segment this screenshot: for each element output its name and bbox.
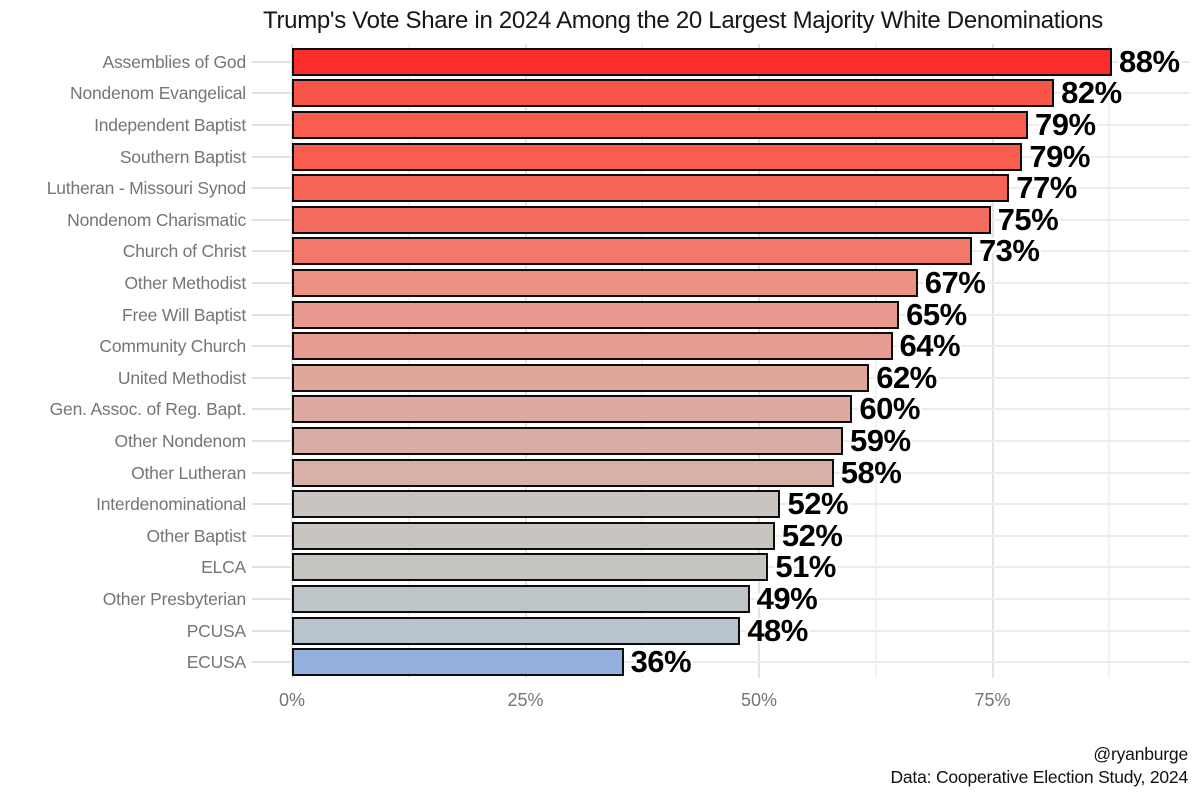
y-axis-tick bbox=[252, 282, 291, 284]
bar-value-label: 49% bbox=[756, 581, 818, 616]
bar bbox=[292, 111, 1028, 139]
bar bbox=[292, 205, 991, 234]
y-axis-tick bbox=[252, 218, 291, 221]
gridline-x-minor bbox=[407, 44, 410, 678]
bar-value-label: 36% bbox=[630, 644, 692, 680]
gridline-x-minor bbox=[1108, 44, 1111, 678]
y-axis-tick bbox=[252, 598, 291, 600]
bar-value-label: 59% bbox=[850, 423, 911, 458]
gridline-row bbox=[292, 629, 1190, 632]
bar bbox=[292, 47, 1113, 76]
category-label: Other Methodist bbox=[124, 273, 247, 293]
y-axis-tick bbox=[252, 661, 291, 664]
bar-value-label: 75% bbox=[997, 201, 1059, 237]
category-label: Other Baptist bbox=[146, 525, 246, 546]
bar bbox=[292, 300, 900, 329]
bar-value-label: 58% bbox=[840, 454, 902, 490]
y-axis-tick bbox=[252, 629, 291, 632]
y-axis-tick bbox=[252, 92, 291, 95]
y-axis-tick bbox=[252, 376, 291, 379]
bar bbox=[292, 237, 972, 266]
bar-value-label: 65% bbox=[906, 296, 967, 332]
category-label: ELCA bbox=[201, 557, 246, 578]
chart-title: Trump's Vote Share in 2024 Among the 20 … bbox=[262, 7, 1104, 34]
bar bbox=[292, 553, 769, 582]
y-axis-tick bbox=[252, 313, 291, 316]
bar bbox=[292, 269, 918, 297]
category-label: PCUSA bbox=[186, 620, 246, 641]
category-label: Other Presbyterian bbox=[102, 589, 246, 609]
y-axis-tick bbox=[252, 566, 291, 569]
bar-value-label: 88% bbox=[1119, 43, 1180, 79]
category-label: Interdenominational bbox=[96, 494, 246, 515]
footer-author-handle: @ryanburge bbox=[1093, 744, 1188, 764]
gridline-x-major bbox=[991, 44, 994, 678]
gridline-x-minor bbox=[641, 44, 644, 678]
bar-value-label: 64% bbox=[899, 328, 961, 364]
bar-value-label: 52% bbox=[787, 486, 849, 522]
category-label: Southern Baptist bbox=[119, 146, 246, 167]
y-axis-tick bbox=[252, 440, 291, 442]
bar-value-label: 48% bbox=[747, 612, 808, 648]
y-axis-tick bbox=[252, 503, 291, 506]
bar-value-label: 60% bbox=[859, 391, 920, 427]
bar-value-label: 73% bbox=[978, 233, 1040, 269]
category-label: Community Church bbox=[99, 336, 246, 357]
y-axis-tick bbox=[252, 408, 291, 411]
footer-data-source: Data: Cooperative Election Study, 2024 bbox=[890, 767, 1188, 787]
bar-value-label: 79% bbox=[1034, 107, 1096, 142]
category-label: ECUSA bbox=[186, 652, 246, 673]
y-axis-tick bbox=[252, 471, 291, 474]
bar bbox=[292, 616, 741, 645]
bar bbox=[292, 585, 750, 613]
y-axis-tick bbox=[252, 187, 291, 190]
bar bbox=[292, 174, 1010, 203]
y-axis-tick bbox=[252, 534, 291, 537]
category-label: Other Nondenom bbox=[114, 431, 247, 451]
bar-value-label: 82% bbox=[1061, 75, 1122, 111]
bar bbox=[292, 79, 1055, 108]
y-axis-tick bbox=[252, 124, 291, 126]
x-axis-tick-label: 75% bbox=[974, 690, 1011, 710]
gridline-row bbox=[292, 661, 1190, 664]
y-axis-tick bbox=[252, 250, 291, 253]
gridline-x-minor bbox=[874, 44, 877, 678]
bar bbox=[292, 521, 775, 550]
x-axis-tick-label: 25% bbox=[507, 690, 544, 710]
bar-value-label: 77% bbox=[1016, 170, 1077, 206]
category-label: Independent Baptist bbox=[94, 115, 246, 135]
gridline-x-major bbox=[758, 44, 760, 678]
bar bbox=[292, 490, 781, 519]
bar bbox=[292, 142, 1023, 171]
y-axis-tick bbox=[252, 60, 291, 63]
bar bbox=[292, 395, 853, 424]
bar-value-label: 67% bbox=[924, 265, 986, 300]
x-axis-tick-label: 50% bbox=[740, 690, 778, 710]
x-axis-tick-label: 0% bbox=[278, 690, 305, 710]
footer-credit: @ryanburge Data: Cooperative Election St… bbox=[890, 743, 1188, 789]
y-axis-tick bbox=[252, 155, 291, 158]
bar bbox=[292, 363, 870, 392]
bar-value-label: 62% bbox=[876, 359, 937, 395]
gridline-x-major bbox=[524, 44, 527, 678]
category-label: Assemblies of God bbox=[102, 51, 247, 72]
category-label: Nondenom Evangelical bbox=[70, 83, 246, 104]
category-label: Church of Christ bbox=[122, 241, 246, 262]
bar-value-label: 51% bbox=[775, 549, 836, 585]
category-label: Other Lutheran bbox=[131, 462, 246, 483]
bar bbox=[292, 332, 893, 361]
bar bbox=[292, 458, 834, 487]
y-axis-tick bbox=[252, 345, 291, 348]
category-label: Free Will Baptist bbox=[122, 304, 246, 325]
category-label: Gen. Assoc. of Reg. Bapt. bbox=[49, 399, 247, 420]
category-label: United Methodist bbox=[117, 367, 246, 388]
category-label: Nondenom Charismatic bbox=[67, 209, 246, 230]
bar-value-label: 52% bbox=[781, 517, 843, 553]
category-label: Lutheran - Missouri Synod bbox=[46, 178, 246, 199]
gridline-x-major bbox=[291, 44, 293, 678]
bar bbox=[292, 648, 624, 677]
bar bbox=[292, 427, 844, 455]
bar-value-label: 79% bbox=[1029, 138, 1090, 174]
